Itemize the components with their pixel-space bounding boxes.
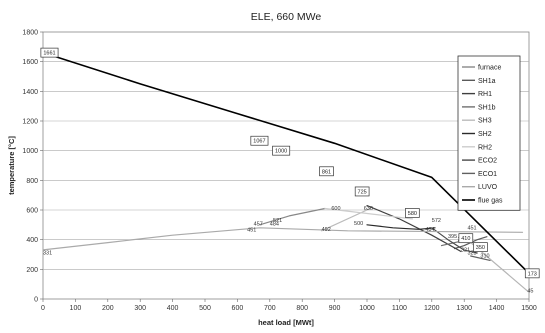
x-axis-label: heat load [MWt] xyxy=(258,318,314,327)
legend-label-rh2: RH2 xyxy=(478,144,492,151)
legend-label-luvo: LUVO xyxy=(478,184,498,191)
y-tick-label: 1600 xyxy=(22,59,38,66)
point-annotation: 310 xyxy=(480,253,489,259)
point-label: 580 xyxy=(408,211,417,217)
point-label-box xyxy=(40,47,59,58)
x-tick-label: 200 xyxy=(102,305,114,312)
legend-label-sh1a: SH1a xyxy=(478,78,496,85)
x-tick-label: 0 xyxy=(41,305,45,312)
point-label-box xyxy=(524,268,540,279)
x-tick-label: 600 xyxy=(232,305,244,312)
chart-title: ELE, 660 MWe xyxy=(251,11,322,23)
x-tick-label: 900 xyxy=(329,305,341,312)
x-axis-ticks: 0 100 200 300 400 500 600 700 800 900 1000 1100 1200… xyxy=(41,299,537,312)
y-tick-label: 1400 xyxy=(22,89,38,96)
point-label: 350 xyxy=(476,245,485,251)
y-tick-label: 1000 xyxy=(22,148,38,155)
series-line-furnace xyxy=(259,207,326,226)
y-axis-ticks: 0 200 400 600 800 1000 1200 1400 1600 1800 xyxy=(22,30,43,304)
y-tick-label: 800 xyxy=(26,178,38,185)
series-line-rh2 xyxy=(324,207,413,220)
point-label: 1000 xyxy=(275,149,287,155)
point-label: 173 xyxy=(528,271,537,277)
x-tick-label: 1300 xyxy=(456,305,472,312)
point-annotation: 572 xyxy=(432,218,441,224)
point-annotation: 484 xyxy=(425,227,434,233)
point-label: 410 xyxy=(461,236,470,242)
series-layer xyxy=(42,51,530,293)
legend-label-flue-gas: flue gas xyxy=(478,198,503,205)
point-label: 1661 xyxy=(43,51,55,57)
x-tick-label: 500 xyxy=(199,305,211,312)
point-label-box xyxy=(458,233,474,244)
point-label-box xyxy=(272,145,291,156)
point-annotation: 457 xyxy=(254,222,263,228)
point-annotation: 451 xyxy=(467,225,476,231)
y-tick-label: 1800 xyxy=(22,30,38,37)
legend-label-sh1b: SH1b xyxy=(478,104,496,111)
y-tick-label: 1200 xyxy=(22,119,38,126)
point-label: 1067 xyxy=(253,139,265,145)
y-tick-label: 600 xyxy=(26,208,38,215)
y-tick-label: 200 xyxy=(26,267,38,274)
point-annotation: 521 xyxy=(273,218,282,224)
x-tick-label: 1500 xyxy=(521,305,537,312)
point-annotation: 630 xyxy=(364,206,373,212)
x-tick-label: 1400 xyxy=(489,305,505,312)
y-axis-label: temperature [°C] xyxy=(7,136,16,195)
point-annotation: 331 xyxy=(43,251,52,257)
series-line-sh2 xyxy=(366,224,436,230)
legend-label-sh2: SH2 xyxy=(478,131,492,138)
point-label-box xyxy=(405,208,420,218)
point-label: 861 xyxy=(322,169,331,175)
point-label-box xyxy=(250,135,269,146)
x-tick-label: 800 xyxy=(296,305,308,312)
series-line-sh3 xyxy=(321,207,371,232)
x-tick-label: 1200 xyxy=(424,305,440,312)
point-label-box xyxy=(319,166,334,177)
legend-label-furnace: furnace xyxy=(478,65,501,72)
y-tick-label: 0 xyxy=(34,297,38,304)
legend-label-rh1: RH1 xyxy=(478,91,492,98)
x-tick-label: 700 xyxy=(264,305,276,312)
legend: furnace SH1a RH1 SH1b SH3 SH2 RH2 ECO2 ECO1 LUVO f… xyxy=(457,55,521,211)
series-line-eco2 xyxy=(431,227,478,254)
series-line-sh1b xyxy=(440,240,462,247)
point-annotation: 500 xyxy=(354,221,363,227)
point-annotation: 321 xyxy=(461,248,470,254)
point-annotation: 492 xyxy=(322,227,331,233)
point-label: 725 xyxy=(358,189,367,195)
point-annotation: 451 xyxy=(247,228,256,234)
point-annotation: 323 xyxy=(467,251,476,257)
point-annotation: 484 xyxy=(270,222,279,228)
series-line-luvo xyxy=(42,227,524,251)
point-label-box xyxy=(473,242,488,252)
legend-label-sh3: SH3 xyxy=(478,118,492,125)
x-tick-label: 400 xyxy=(167,305,179,312)
series-line-rh1 xyxy=(366,205,462,253)
x-tick-label: 1100 xyxy=(392,305,407,312)
legend-label-eco2: ECO2 xyxy=(478,158,497,165)
point-label-layer: 1661 1067 1000 861 725 580 410 350 173 xyxy=(40,47,540,279)
x-tick-label: 100 xyxy=(70,305,82,312)
plot-frame xyxy=(42,31,530,300)
series-line-eco1 xyxy=(470,255,491,261)
series-line-flue-gas xyxy=(42,51,530,275)
point-label-box xyxy=(354,186,370,197)
legend-label-eco1: ECO1 xyxy=(478,171,497,178)
x-tick-label: 1000 xyxy=(359,305,375,312)
point-annotation: 45 xyxy=(527,288,533,294)
point-annotation: 600 xyxy=(331,206,340,212)
y-tick-label: 400 xyxy=(26,237,38,244)
x-tick-label: 300 xyxy=(134,305,146,312)
point-annotation: 395 xyxy=(448,234,457,240)
